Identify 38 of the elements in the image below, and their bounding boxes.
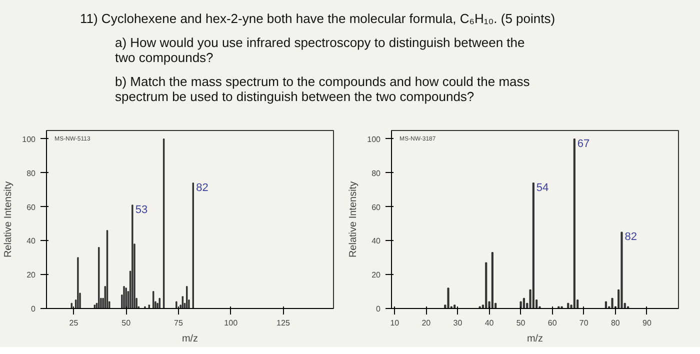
y-tick-label: 60 xyxy=(26,202,36,212)
x-tick-label: 50 xyxy=(516,318,526,328)
y-tick-label: 20 xyxy=(372,270,382,280)
x-tick-label: 50 xyxy=(122,318,132,328)
x-tick-label: 125 xyxy=(276,318,290,328)
y-tick-label: 0 xyxy=(31,304,36,314)
annotation: 82 xyxy=(196,182,208,194)
x-tick-label: 80 xyxy=(610,318,620,328)
x-tick-label: 10 xyxy=(390,318,400,328)
chart-subtitle: a) How would you use infrared spectroscopy to distinguish between the two compounds? xyxy=(115,34,526,66)
chart-title: 11) Cyclohexene and hex-2-yne both have the molecular formula, C₆H₁₀. (5 points) xyxy=(80,11,556,27)
y-tick-label: 100 xyxy=(22,134,36,144)
x-tick-label: 20 xyxy=(422,318,432,328)
annotation: 53 xyxy=(135,204,148,216)
annotation: 82 xyxy=(624,231,637,244)
x-axis-title: m/z xyxy=(182,334,198,344)
y-tick-label: 40 xyxy=(372,236,382,246)
y-tick-label: 100 xyxy=(367,134,382,144)
y-tick-label: 0 xyxy=(376,304,382,314)
y-axis-title: Relative Intensity xyxy=(348,181,360,258)
x-axis-title: m/z xyxy=(526,334,544,344)
annotation: 67 xyxy=(577,138,590,150)
y-tick-label: 60 xyxy=(372,202,382,212)
y-tick-label: 20 xyxy=(26,270,36,280)
x-tick-label: 25 xyxy=(69,318,79,328)
y-tick-label: 80 xyxy=(372,168,382,178)
text: b) Match the mass spectrum to the compounds and how could the mass spectrum be used to distinguish between the two compounds? xyxy=(115,74,531,105)
x-tick-label: 75 xyxy=(174,318,184,328)
y-tick-label: 40 xyxy=(26,236,36,246)
x-tick-label: 40 xyxy=(484,318,494,328)
x-tick-label: 100 xyxy=(224,318,238,328)
x-tick-label: 60 xyxy=(548,318,558,328)
x-tick-label: 70 xyxy=(579,318,589,328)
x-tick-label: 90 xyxy=(642,318,652,328)
y-tick-label: 80 xyxy=(26,168,36,178)
x-tick-label: 30 xyxy=(453,318,463,328)
y-axis-title: Relative Intensity xyxy=(3,181,14,258)
annotation: 54 xyxy=(536,182,549,194)
